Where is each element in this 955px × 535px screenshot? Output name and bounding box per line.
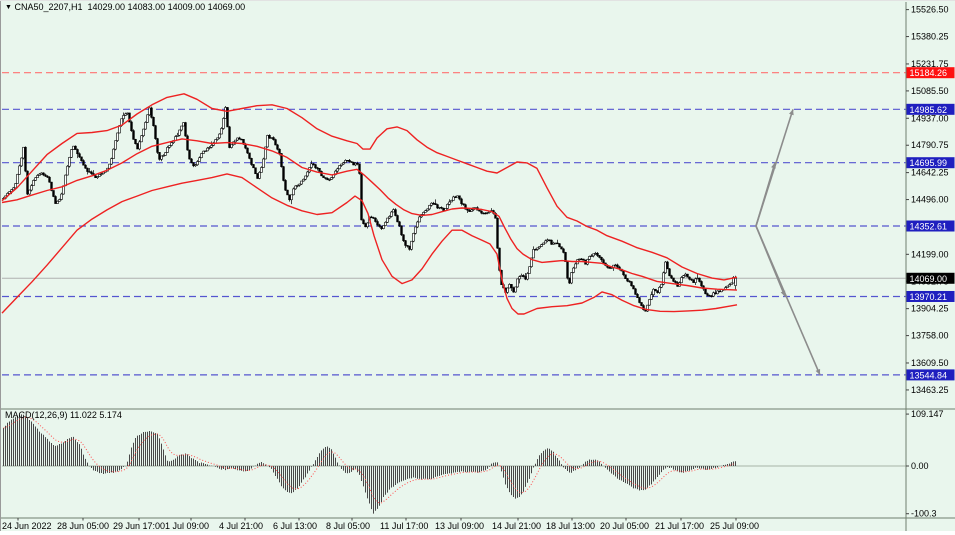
time-tick-label: 4 Jul 21:00 (219, 521, 263, 531)
price-badge-text: 14695.99 (910, 158, 948, 168)
price-badge-14352.61 (906, 220, 955, 232)
time-tick-label: 1 Jul 09:00 (165, 521, 209, 531)
price-badges: 15184.26 14985.62 14695.99 14352.61 14069.00… (906, 67, 955, 381)
trend-projection-arrows[interactable] (755, 109, 821, 376)
time-tick-label: 6 Jul 13:00 (273, 521, 317, 531)
macd-axis[interactable]: 109.147 0.00 -100.3 (906, 409, 944, 519)
macd-tick-label: -100.3 (911, 509, 937, 519)
bollinger-middle-band (1, 138, 738, 291)
macd-tick-label: 109.147 (911, 409, 944, 419)
bollinger-upper-band (1, 93, 738, 281)
collapse-icon[interactable]: ▼ (5, 4, 12, 11)
price-badge-14985.62 (906, 103, 955, 115)
price-badge-text: 13970.21 (910, 292, 948, 302)
price-badge-14695.99 (906, 157, 955, 169)
macd-tick-label: 0.00 (911, 461, 929, 471)
macd-histogram (3, 414, 736, 514)
price-axis[interactable]: 15526.50 15380.25 15231.75 15085.50 14937.00… (906, 5, 949, 395)
price-tick-label: 15085.50 (911, 86, 949, 96)
bollinger-lower-band (1, 173, 738, 315)
price-tick-label: 15380.25 (911, 32, 949, 42)
price-badge-15184.26 (906, 67, 955, 79)
time-tick-label: 20 Jul 05:00 (600, 521, 649, 531)
bottom-frame-strip (0, 531, 955, 535)
price-tick-label: 15526.50 (911, 5, 949, 15)
time-tick-label: 24 Jun 2022 (2, 521, 52, 531)
price-badge-13970.21 (906, 290, 955, 302)
price-badge-text: 15184.26 (910, 68, 948, 78)
candles (2, 106, 737, 313)
price-tick-label: 13609.50 (911, 358, 949, 368)
trend-arrowhead-3 (815, 368, 821, 375)
price-tick-label: 13463.25 (911, 385, 949, 395)
time-tick-label: 14 Jul 21:00 (492, 521, 541, 531)
time-axis[interactable]: 24 Jun 2022 28 Jun 05:00 29 Jun 17:00 1 Jul… (2, 518, 759, 531)
price-badge-13544.84 (906, 369, 955, 381)
price-tick-label: 14642.25 (911, 168, 949, 178)
time-tick-label: 21 Jul 17:00 (655, 521, 704, 531)
trend-arrow-3[interactable] (755, 225, 821, 376)
price-badge-14069.00 (906, 272, 955, 284)
time-tick-label: 11 Jul 17:00 (380, 521, 428, 531)
time-tick-label: 13 Jul 09:00 (435, 521, 484, 531)
bollinger-bands (1, 93, 738, 315)
trend-arrow-1[interactable] (755, 109, 794, 227)
price-tick-label: 14937.00 (911, 113, 949, 123)
price-tick-label: 13758.00 (911, 331, 949, 341)
price-badge-text: 14985.62 (910, 105, 948, 115)
chart-title: ▼ CNA50_2207,H1 14029.00 14083.00 14009.… (5, 2, 245, 13)
macd-values: 11.022 5.174 (70, 410, 122, 420)
time-tick-label: 29 Jun 17:00 (113, 521, 165, 531)
price-badge-text: 14352.61 (910, 221, 948, 231)
price-tick-label: 14199.00 (911, 249, 949, 259)
price-tick-label: 13904.25 (911, 304, 949, 314)
price-tick-label: 14496.00 (911, 195, 949, 205)
ohlc-readout: 14029.00 14083.00 14009.00 14069.00 (87, 2, 246, 12)
macd-indicator-label: MACD(12,26,9) 11.022 5.174 (5, 410, 122, 420)
time-tick-label: 8 Jul 05:00 (326, 521, 370, 531)
price-badge-text: 14069.00 (910, 274, 948, 284)
price-tick-label: 15231.75 (911, 59, 949, 69)
macd-signal-line (3, 416, 736, 504)
trend-arrowhead-1 (789, 109, 794, 116)
time-tick-label: 28 Jun 05:00 (57, 521, 109, 531)
time-tick-label: 25 Jul 09:00 (710, 521, 759, 531)
symbol-timeframe-label: CNA50_2207,H1 (14, 2, 83, 12)
price-tick-label: 14790.75 (911, 140, 949, 150)
level-lines[interactable] (2, 72, 906, 376)
price-badge-text: 13544.84 (910, 370, 948, 380)
time-tick-label: 18 Jul 13:00 (546, 521, 595, 531)
